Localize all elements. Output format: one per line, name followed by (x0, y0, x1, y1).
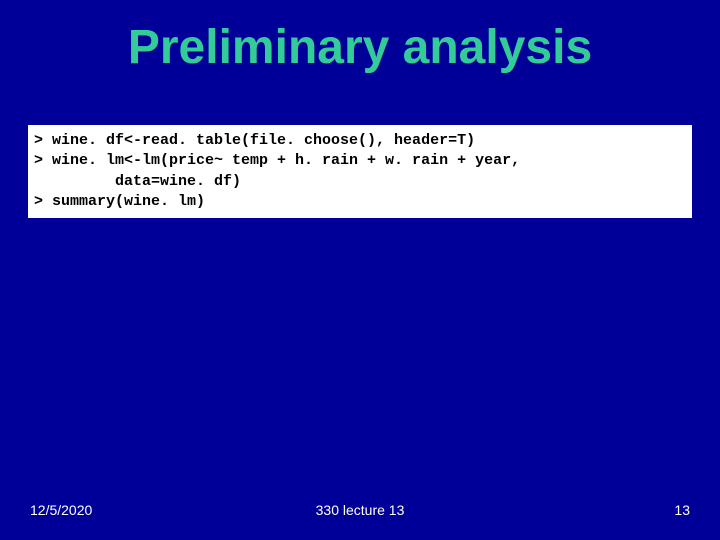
code-line-3: data=wine. df) (34, 173, 241, 190)
code-line-4: > summary(wine. lm) (34, 193, 205, 210)
code-line-1: > wine. df<-read. table(file. choose(), … (34, 132, 475, 149)
code-block: > wine. df<-read. table(file. choose(), … (28, 125, 692, 218)
slide-title: Preliminary analysis (0, 0, 720, 75)
footer-course: 330 lecture 13 (316, 502, 405, 518)
slide-footer: 12/5/2020 330 lecture 13 13 (0, 502, 720, 522)
code-line-2: > wine. lm<-lm(price~ temp + h. rain + w… (34, 152, 520, 169)
footer-date: 12/5/2020 (30, 502, 92, 518)
footer-page-number: 13 (674, 502, 690, 518)
